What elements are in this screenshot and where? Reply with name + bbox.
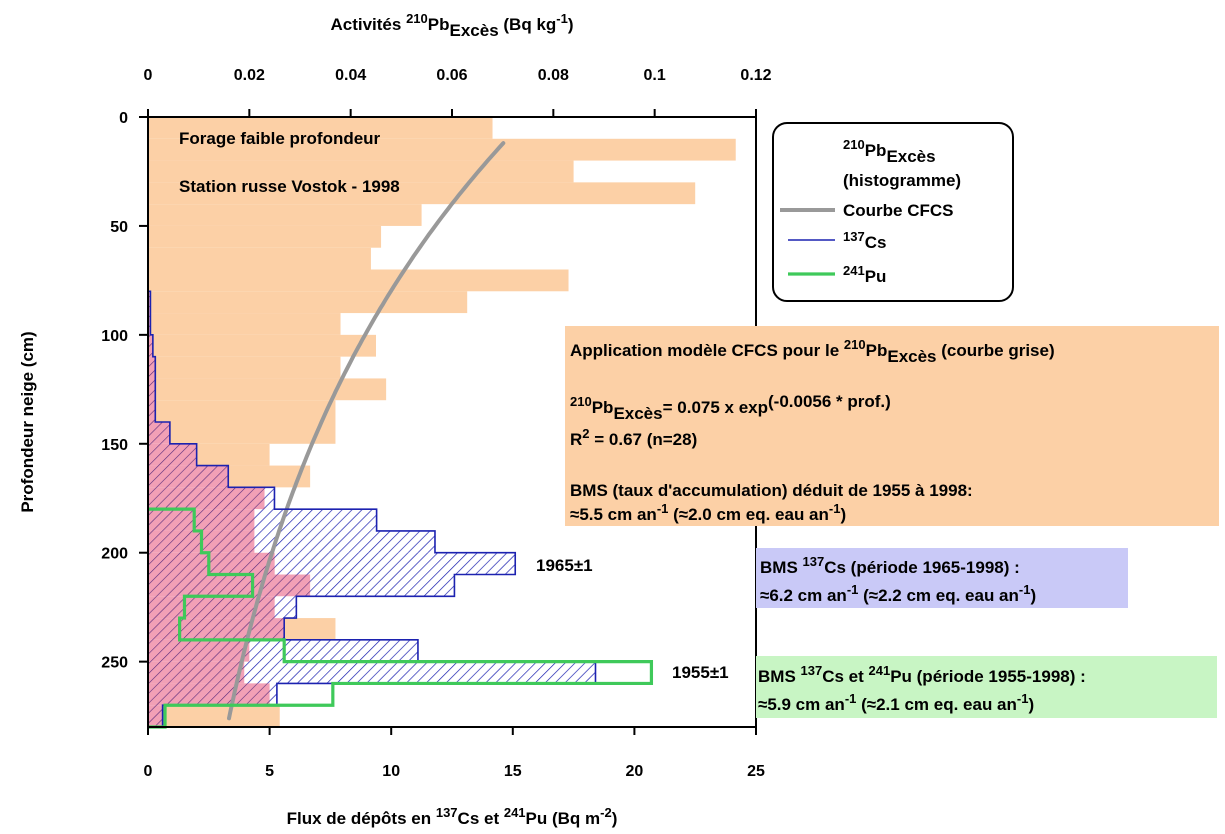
- bottom-tick-label-5: 25: [747, 763, 765, 780]
- top-tick-label-2: 0.04: [335, 67, 366, 84]
- bottom-tick-label-3: 15: [504, 763, 522, 780]
- cfcs-box-line1: Application modèle CFCS pour le 210PbExc…: [570, 337, 1055, 366]
- cs137-overlap-5: [148, 465, 229, 488]
- cs137-overlap-16: [148, 705, 163, 727]
- legend-pb210-label: 210PbExcès: [843, 137, 936, 166]
- left-tick-label-4: 200: [101, 546, 128, 563]
- cs137-overlap-2: [148, 356, 156, 422]
- pb210-bar-11: [148, 356, 341, 379]
- cs137-box-line2: ≈6.2 cm an-1 (≈2.2 cm eq. eau an-1): [760, 582, 1036, 605]
- cfcs-box: Application modèle CFCS pour le 210PbExc…: [565, 326, 1219, 526]
- left-tick-label-2: 100: [101, 328, 128, 345]
- cs137-bar-14: [148, 661, 596, 684]
- legend-frame: [772, 122, 1014, 302]
- annotation-site2: Station russe Vostok - 1998: [179, 177, 400, 196]
- cfcs-curve: [227, 141, 506, 721]
- top-tick-label-4: 0.08: [538, 67, 569, 84]
- left-axis-title: Profondeur neige (cm): [18, 331, 37, 512]
- pb210-bar-14: [148, 422, 336, 444]
- cs137-box-line1: BMS 137Cs (période 1965-1998) :: [760, 554, 1020, 577]
- pb210-bar-2: [148, 160, 574, 183]
- annotation-1955: 1955±1: [672, 663, 729, 682]
- top-tick-label-1: 0.02: [234, 67, 265, 84]
- top-tick-label-0: 0: [144, 67, 153, 84]
- cs137-overlap-1: [148, 334, 153, 357]
- pb210-bar-13: [148, 400, 336, 422]
- left-tick-label-3: 150: [101, 437, 128, 454]
- cfcs-box-bg: [565, 326, 1219, 526]
- left-tick-label-1: 50: [110, 219, 128, 236]
- bottom-tick-label-2: 10: [382, 763, 400, 780]
- top-axis-title: Activités 210PbExcès (Bq kg-1): [330, 11, 573, 40]
- pb210-bar-12: [148, 378, 387, 401]
- pb210-bar-8: [148, 291, 468, 314]
- left-tick-label-5: 250: [101, 655, 128, 672]
- cs137-overlap-12: [148, 618, 285, 640]
- cs137-overlap-0: [148, 291, 151, 335]
- pb210-bar-5: [148, 225, 382, 248]
- pb210-bar-27: [148, 705, 280, 727]
- top-tick-label-6: 0.12: [740, 67, 771, 84]
- pb210-bar-6: [148, 247, 371, 270]
- cfcs-box-line3: R2 = 0.67 (n=28): [570, 426, 697, 449]
- cs137-overlap-15: [148, 683, 277, 706]
- cs137-pu241-box-line1: BMS 137Cs et 241Pu (période 1955-1998) :: [758, 663, 1086, 686]
- top-tick-label-5: 0.1: [644, 67, 666, 84]
- pu241-step-line: [148, 507, 654, 729]
- left-tick-label-0: 0: [119, 110, 128, 127]
- cs137-box: BMS 137Cs (période 1965-1998) : ≈6.2 cm …: [756, 548, 1128, 608]
- legend-cs137-label: 137Cs: [843, 229, 886, 252]
- cs137-overlap-6: [148, 487, 275, 510]
- pb210-bar-1: [148, 138, 736, 161]
- pb210-bar-4: [148, 204, 422, 226]
- bottom-tick-label-0: 0: [144, 763, 153, 780]
- legend-pb210-note: (histogramme): [843, 171, 961, 190]
- cfcs-box-line2: 210PbExcès= 0.075 x exp(-0.0056 * prof.): [570, 392, 891, 423]
- cs137-pu241-box: BMS 137Cs et 241Pu (période 1955-1998) :…: [756, 656, 1217, 718]
- cfcs-box-line5: ≈5.5 cm an-1 (≈2.0 cm eq. eau an-1): [570, 501, 846, 524]
- pb210-bar-10: [148, 334, 376, 357]
- pb210-bar-3: [148, 182, 696, 205]
- cs137-pu241-box-line2: ≈5.9 cm an-1 (≈2.1 cm eq. eau an-1): [758, 691, 1034, 714]
- top-tick-label-3: 0.06: [436, 67, 467, 84]
- cs137-pu241-box-bg: [756, 656, 1217, 718]
- cs137-overlap-3: [148, 422, 170, 444]
- legend-pu241-label: 241Pu: [843, 263, 886, 286]
- cs137-box-bg: [756, 548, 1128, 608]
- cfcs-box-line4: BMS (taux d'accumulation) déduit de 1955…: [570, 481, 973, 500]
- axis-ticks: 0 0.02 0.04 0.06 0.08 0.1 0.120 5 10 15 20 25050100…: [101, 67, 771, 780]
- annotation-1965: 1965±1: [536, 556, 593, 575]
- pb210-bar-0: [148, 117, 493, 139]
- cs137-overlap-11: [148, 596, 297, 619]
- bottom-axis-title: Flux de dépôts en 137Cs et 241Pu (Bq m-2…: [287, 805, 618, 828]
- bottom-tick-label-4: 20: [626, 763, 644, 780]
- pb210-bar-7: [148, 269, 569, 292]
- legend-cfcs-label: Courbe CFCS: [843, 201, 954, 220]
- bottom-tick-label-1: 5: [265, 763, 274, 780]
- annotation-site1: Forage faible profondeur: [179, 129, 381, 148]
- legend: 210PbExcès (histogramme) Courbe CFCS 137…: [772, 122, 1014, 302]
- cs137-step-line: [148, 290, 597, 728]
- pb210-bar-9: [148, 313, 341, 335]
- cs137-overlap-4: [148, 443, 197, 466]
